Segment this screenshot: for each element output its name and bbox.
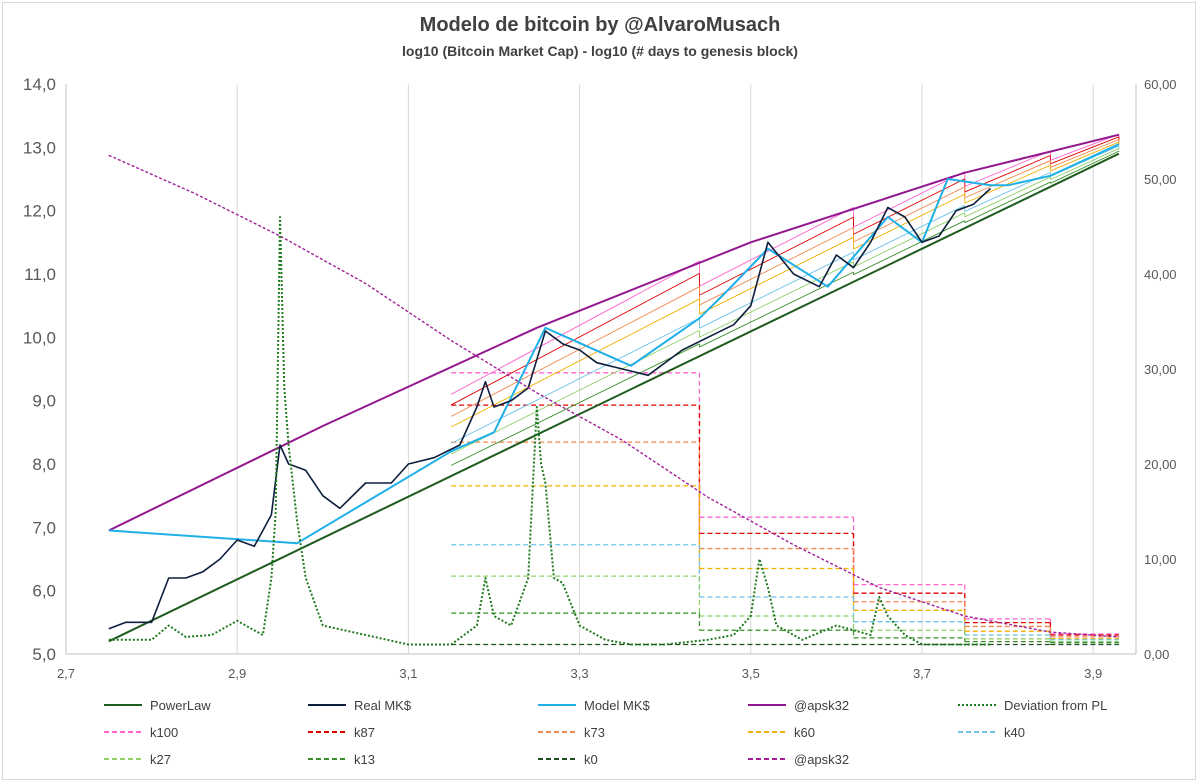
- y2-tick-label: 60,00: [1144, 77, 1177, 92]
- fan-line-k87: [450, 272, 700, 406]
- fan-line-k27: [1050, 148, 1120, 181]
- fan-line-k27: [853, 212, 965, 268]
- fan-line-k13: [699, 271, 854, 348]
- fan-line-k13: [853, 220, 965, 276]
- y-tick-label: 12,0: [23, 202, 56, 221]
- y-tick-label: 11,0: [24, 265, 56, 284]
- fan-line-k73: [964, 160, 1051, 199]
- fan-line-k60: [1050, 141, 1120, 172]
- fan-line-k40: [699, 251, 854, 329]
- series-powerlaw: [108, 152, 1120, 643]
- legend-label: k87: [354, 725, 375, 740]
- series-lines: [108, 133, 1120, 646]
- y2-tick-label: 30,00: [1144, 362, 1177, 377]
- legend-label: k60: [794, 725, 815, 740]
- legend-label: k40: [1004, 725, 1025, 740]
- fan-line-k100: [699, 207, 854, 287]
- fan-line-k87: [964, 155, 1051, 193]
- y2-tick-label: 10,00: [1144, 552, 1177, 567]
- x-tick-label: 3,5: [742, 666, 760, 681]
- fan-line-k73: [853, 186, 965, 243]
- legend-label: Deviation from PL: [1004, 698, 1107, 713]
- fan-line-k73: [1050, 139, 1120, 168]
- fan-line-k60: [964, 164, 1051, 204]
- y2-tick-label: 20,00: [1144, 457, 1177, 472]
- legend: PowerLaw Real MK$ Model MK$ @apsk32 Deviatio…: [104, 698, 1107, 767]
- legend-label: k13: [354, 752, 375, 767]
- series-model_mk: [108, 143, 1120, 545]
- y2-tick-label: 0,00: [1144, 647, 1169, 662]
- legend-label: Model MK$: [584, 698, 651, 713]
- fan-line-k60: [699, 236, 854, 315]
- k-level-lines: [451, 372, 1119, 646]
- y-tick-label: 6,0: [32, 582, 56, 601]
- fan-line-k60: [450, 298, 700, 428]
- series-deviation: [108, 216, 991, 646]
- chart-title: Modelo de bitcoin by @AlvaroMusach: [419, 14, 781, 36]
- fan-line-k100: [1050, 133, 1120, 161]
- fan-line-k27: [964, 176, 1051, 218]
- y-tick-label: 10,0: [23, 328, 56, 347]
- y-tick-label: 7,0: [32, 518, 56, 537]
- fan-line-k87: [699, 216, 854, 296]
- legend-label: k27: [150, 752, 171, 767]
- legend-label: @apsk32: [794, 752, 849, 767]
- fan-line-k13: [964, 181, 1051, 224]
- fan-line-k13: [1050, 150, 1120, 184]
- y-tick-label: 5,0: [32, 645, 56, 664]
- x-tick-label: 2,7: [57, 666, 75, 681]
- y-tick-label: 14,0: [23, 75, 56, 94]
- fan-line-k87: [1050, 136, 1120, 165]
- legend-label: PowerLaw: [150, 698, 211, 713]
- fan-line-k87: [853, 178, 966, 235]
- y-tick-label: 9,0: [32, 392, 56, 411]
- x-tick-label: 3,3: [571, 666, 589, 681]
- legend-label: k100: [150, 725, 178, 740]
- series-real_mk: [108, 187, 992, 630]
- fan-line-k27: [699, 261, 854, 338]
- chart-subtitle: log10 (Bitcoin Market Cap) - log10 (# da…: [402, 43, 798, 59]
- y2-tick-label: 50,00: [1144, 172, 1177, 187]
- fan-line-k13: [451, 343, 700, 466]
- fan-line-k73: [450, 286, 700, 417]
- legend-label: k0: [584, 752, 598, 767]
- fan-lines: [450, 133, 1120, 466]
- axes: 2,7 2,9 3,1 3,3 3,5 3,7 3,9 5,0 6,0 7,0 8,0 9,0 10,0…: [23, 75, 1177, 681]
- y-tick-label: 13,0: [23, 138, 56, 157]
- fan-line-k100: [964, 150, 1051, 187]
- y2-tick-label: 40,00: [1144, 267, 1177, 282]
- fan-line-k100: [450, 260, 700, 395]
- fan-line-k40: [450, 317, 700, 444]
- legend-label: Real MK$: [354, 698, 412, 713]
- series-apsk32_top: [108, 133, 1120, 532]
- x-tick-label: 3,1: [399, 666, 417, 681]
- legend-label: @apsk32: [794, 698, 849, 713]
- grid-lines: [65, 84, 1094, 654]
- y-tick-label: 8,0: [32, 455, 56, 474]
- legend-label: k73: [584, 725, 605, 740]
- x-tick-label: 3,9: [1084, 666, 1102, 681]
- x-tick-label: 2,9: [228, 666, 246, 681]
- x-tick-label: 3,7: [913, 666, 931, 681]
